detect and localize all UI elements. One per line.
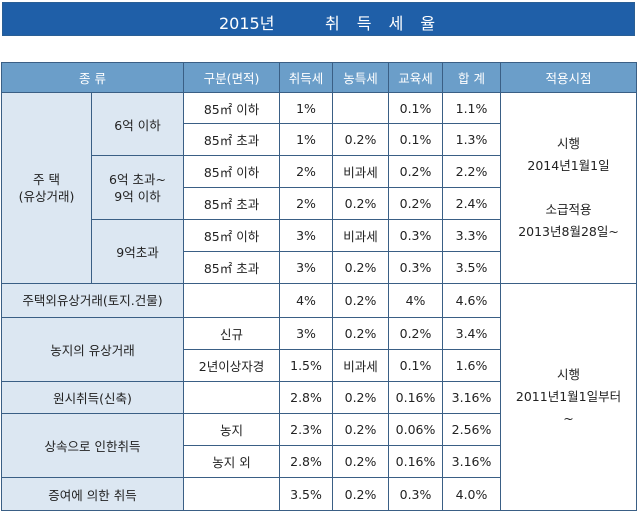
farmland-label: 농지의 유상거래 [0, 317, 185, 382]
agri-cell: 0.2% [332, 477, 390, 511]
agri-cell: 비과세 [332, 219, 390, 252]
header-total: 합 계 [442, 62, 502, 93]
area-cell: 85㎡ 이하 [183, 219, 281, 252]
original-label: 원시취득(신축) [0, 381, 185, 414]
header-row: 종 류 구분(면적) 취득세 농특세 교육세 합 계 적용시점 [0, 62, 637, 93]
edu-cell: 0.3% [388, 477, 444, 511]
agri-cell: 0.2% [332, 123, 390, 156]
area-cell: 85㎡ 초과 [183, 187, 281, 220]
edu-cell: 0.1% [388, 349, 444, 382]
agri-cell: 0.2% [332, 187, 390, 220]
table-row: 농지 외 2.8% 0.2% 0.16% 3.16% [2, 445, 637, 478]
area-cell: 농지 외 [183, 445, 281, 478]
edu-cell: 0.06% [388, 413, 444, 446]
edu-cell: 0.3% [388, 219, 444, 252]
housing-tier-3: 9억초과 [90, 219, 185, 284]
non-housing-label: 주택외유상거래(토지.건물) [0, 283, 185, 318]
table-row: 주 택 (유상거래) 6억 이하 85㎡ 이하 1% 0.1% 1.1% 시행 … [1, 92, 637, 284]
agri-cell: 0.2% [332, 445, 390, 478]
edu-cell: 4% [388, 283, 444, 318]
header-acq-tax: 취득세 [279, 62, 334, 93]
area-cell: 신규 [183, 317, 281, 350]
area-cell [183, 283, 281, 318]
acq-cell: 2% [279, 155, 334, 188]
edu-cell: 0.2% [388, 187, 444, 220]
acq-cell: 4% [279, 283, 334, 318]
acq-cell: 2.8% [279, 381, 334, 414]
acq-cell: 2% [279, 187, 334, 220]
table-row: 9억초과 85㎡ 이하 3% 비과세 0.3% 3.3% [2, 219, 637, 284]
header-applied: 적용시점 [500, 62, 637, 93]
acq-cell: 2.8% [279, 445, 334, 478]
total-cell: 2.4% [442, 187, 502, 220]
acq-cell: 2.3% [279, 413, 334, 446]
housing-label: 주 택 (유상거래) [1, 92, 92, 284]
total-cell: 3.3% [442, 219, 502, 252]
edu-cell: 0.16% [388, 381, 444, 414]
page-title: 취 득 세 율 [325, 14, 442, 33]
total-cell: 3.16% [442, 445, 502, 478]
area-cell [183, 381, 281, 414]
table-row: 85㎡ 초과 1% 0.2% 0.1% 1.3% [2, 123, 637, 156]
agri-cell [332, 92, 390, 124]
header-agri-tax: 농특세 [332, 62, 390, 93]
edu-cell: 0.2% [388, 317, 444, 350]
agri-cell: 비과세 [332, 155, 390, 188]
agri-cell: 0.2% [332, 317, 390, 350]
other-applied: 시행 2011년1월1일부터 ~ [500, 283, 637, 511]
housing-tier-2: 6억 초과~ 9억 이하 [90, 155, 185, 220]
agri-cell: 0.2% [332, 251, 390, 284]
total-cell: 1.6% [442, 349, 502, 382]
total-cell: 3.16% [442, 381, 502, 414]
total-cell: 2.56% [442, 413, 502, 446]
edu-cell: 0.1% [388, 92, 444, 124]
area-cell: 농지 [183, 413, 281, 446]
table-row: 주택외유상거래(토지.건물) 4% 0.2% 4% 4.6% 시행 2011년1… [0, 283, 637, 511]
agri-cell: 비과세 [332, 349, 390, 382]
title-bar: 2015년 취 득 세 율 [2, 2, 635, 36]
area-cell: 85㎡ 이하 [183, 92, 281, 124]
total-cell: 1.1% [442, 92, 502, 124]
area-cell: 85㎡ 초과 [183, 251, 281, 284]
total-cell: 2.2% [442, 155, 502, 188]
inheritance-label: 상속으로 인한취득 [0, 413, 185, 478]
housing-tier-1: 6억 이하 [90, 92, 185, 156]
edu-cell: 0.3% [388, 251, 444, 284]
acq-cell: 3% [279, 251, 334, 284]
gift-label: 증여에 의한 취득 [0, 477, 185, 511]
total-cell: 4.0% [442, 477, 502, 511]
agri-cell: 0.2% [332, 283, 390, 318]
agri-cell: 0.2% [332, 413, 390, 446]
total-cell: 1.3% [442, 123, 502, 156]
acq-cell: 1% [279, 92, 334, 124]
area-cell: 2년이상자경 [183, 349, 281, 382]
housing-applied: 시행 2014년1월1일 소급적용 2013년8월28일~ [500, 92, 637, 284]
table-row: 6억 초과~ 9억 이하 85㎡ 이하 2% 비과세 0.2% 2.2% [2, 155, 637, 220]
title-year: 2015년 [219, 14, 275, 33]
edu-cell: 0.1% [388, 123, 444, 156]
acq-cell: 3% [279, 219, 334, 252]
acq-cell: 1.5% [279, 349, 334, 382]
total-cell: 3.5% [442, 251, 502, 284]
edu-cell: 0.16% [388, 445, 444, 478]
table-row: 85㎡ 초과 3% 0.2% 0.3% 3.5% [2, 251, 637, 284]
acquisition-tax-table: 종 류 구분(면적) 취득세 농특세 교육세 합 계 적용시점 주 택 (유상거… [0, 62, 637, 511]
header-area: 구분(면적) [183, 62, 281, 93]
area-cell: 85㎡ 이하 [183, 155, 281, 188]
area-cell: 85㎡ 초과 [183, 123, 281, 156]
table-row: 증여에 의한 취득 3.5% 0.2% 0.3% 4.0% [0, 477, 637, 511]
area-cell [183, 477, 281, 511]
edu-cell: 0.2% [388, 155, 444, 188]
total-cell: 3.4% [442, 317, 502, 350]
table-row: 원시취득(신축) 2.8% 0.2% 0.16% 3.16% [0, 381, 637, 414]
header-type: 종 류 [0, 62, 185, 93]
agri-cell: 0.2% [332, 381, 390, 414]
acq-cell: 3% [279, 317, 334, 350]
header-edu-tax: 교육세 [388, 62, 444, 93]
total-cell: 4.6% [442, 283, 502, 318]
table-row: 2년이상자경 1.5% 비과세 0.1% 1.6% [2, 349, 637, 382]
acq-cell: 1% [279, 123, 334, 156]
acq-cell: 3.5% [279, 477, 334, 511]
